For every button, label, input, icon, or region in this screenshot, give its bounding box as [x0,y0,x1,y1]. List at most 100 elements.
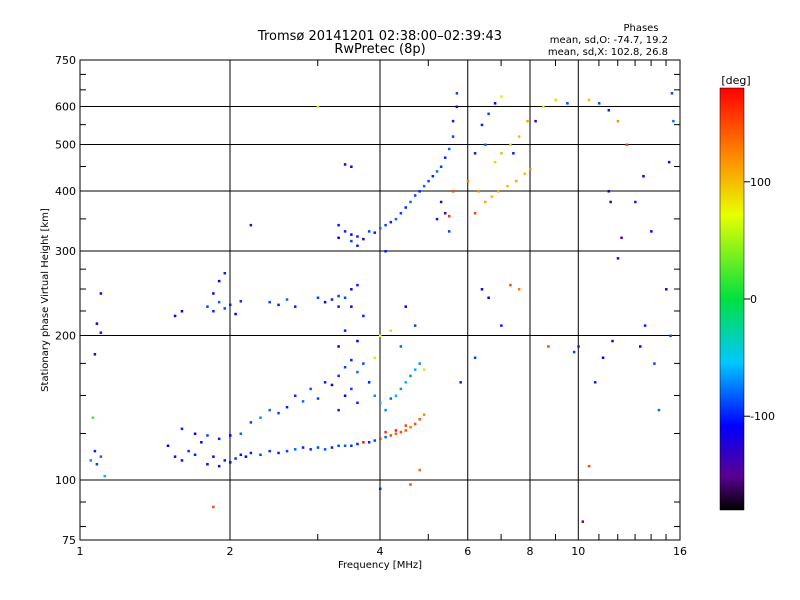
data-point [418,190,421,193]
data-points [89,92,675,523]
data-point [337,345,340,348]
data-point [418,362,421,365]
data-point [422,184,426,188]
data-point [379,401,382,405]
data-point [229,303,232,307]
data-point [356,283,359,287]
data-point [480,288,484,291]
data-point [399,387,403,391]
data-point [206,462,209,466]
data-point [337,236,340,240]
data-point [350,239,353,243]
x-axis-label: Frequency [MHz] [338,560,422,571]
data-point [356,339,359,343]
data-point [566,102,569,105]
data-point [217,437,221,441]
data-point [343,296,347,300]
data-point [394,432,398,436]
y-axis-label: Stationary phase Virtual Height [km] [40,208,51,392]
data-point [665,288,668,291]
data-point [506,184,509,188]
data-point [285,298,289,301]
colorbar-tick-label: 0 [750,293,757,306]
data-point [173,455,177,458]
x-tick-labels: 1 2 4 6 8 10 16 [77,545,688,558]
chart-subtitle: RwPretec (8p) [334,42,425,57]
data-point [466,179,470,183]
data-point [285,449,289,453]
data-point [435,217,439,221]
data-point [99,455,103,458]
data-point [337,408,340,412]
data-point [356,401,359,405]
data-point [343,163,347,166]
data-point [362,314,365,318]
y-tick-labels: 75 100 200 300 400 500 600 750 [55,54,76,547]
data-point [206,305,209,308]
data-point [323,448,327,451]
data-point [356,370,359,374]
data-point [95,322,99,325]
data-point [249,451,253,455]
data-point [373,394,377,398]
data-point [356,442,359,446]
data-point [413,324,417,327]
data-point [373,231,377,234]
data-point [223,459,227,462]
data-point [484,143,487,147]
data-point [404,381,407,384]
data-point [229,434,232,437]
y-tick-label: 500 [55,139,76,152]
data-point [95,462,99,466]
colorbar-label: [deg] [721,74,750,87]
data-point [330,383,334,387]
data-point [217,279,221,283]
data-point [384,223,387,227]
data-point [373,439,377,442]
data-point [509,283,512,287]
data-point [404,429,407,432]
data-point [367,381,371,384]
data-point [529,167,532,171]
data-point [404,424,407,427]
y-tick-label: 200 [55,330,76,343]
data-point [394,217,398,221]
data-point [422,413,426,416]
data-point [362,362,365,365]
data-point [356,235,359,238]
data-point [89,459,93,462]
data-point [473,356,477,359]
chart-title: Tromsø 20141201 02:38:00–02:39:43 [257,29,502,44]
data-point [657,408,661,412]
data-point [601,356,605,359]
data-point [447,214,451,218]
data-point [99,292,103,295]
data-point [672,119,675,123]
data-point [350,288,353,291]
data-point [91,416,95,419]
data-point [389,397,393,400]
data-point [484,200,487,204]
data-point [490,195,494,198]
data-point [343,230,347,233]
data-point [316,446,320,449]
data-point [399,430,403,434]
data-point [239,453,243,457]
data-point [409,200,412,204]
data-point [268,300,271,304]
data-point [534,119,537,123]
data-point [554,98,557,102]
data-point [350,358,353,362]
data-point [487,296,490,300]
data-point [669,334,672,338]
data-point [244,455,248,458]
data-point [422,368,426,371]
data-point [512,152,515,155]
data-point [277,411,280,415]
data-point [493,160,497,164]
x-tick-label: 4 [377,545,384,558]
data-point [223,307,227,310]
data-point [277,451,280,455]
data-point [379,227,382,230]
